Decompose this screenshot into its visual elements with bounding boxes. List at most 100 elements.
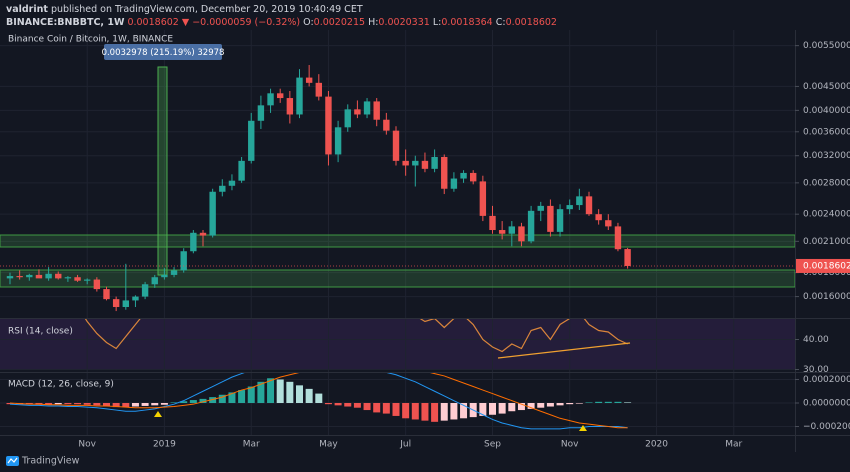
- rsi-line: [84, 319, 628, 353]
- y-tick-label: 0.0032000: [803, 151, 850, 161]
- change: −0.0000059 (−0.32%): [192, 17, 300, 28]
- candle-body: [228, 180, 236, 186]
- y-tick-label: 0.0055000: [803, 41, 850, 51]
- histogram-bar: [151, 403, 159, 406]
- y-tick-label: 0.0021000: [803, 237, 850, 247]
- last-price-badge: [796, 258, 850, 273]
- candle-body: [508, 226, 515, 234]
- histogram-bar: [344, 403, 352, 407]
- logo: [6, 456, 19, 466]
- candle-body: [190, 232, 197, 252]
- rsi-title: RSI (14, close): [8, 327, 73, 337]
- candle-body: [363, 101, 371, 115]
- histogram-bar: [353, 403, 361, 408]
- histogram-bar: [74, 403, 82, 405]
- histogram-bar: [460, 403, 468, 419]
- signal-marker: [579, 425, 587, 431]
- ohlc-label: C:: [496, 17, 506, 28]
- y-tick-label: 0.0045000: [803, 82, 850, 92]
- candle-body: [479, 181, 487, 216]
- histogram-bar: [556, 403, 564, 406]
- down-arrow: ▼: [182, 17, 190, 28]
- x-tick-label: Nov: [78, 440, 96, 450]
- histogram-bar: [411, 403, 419, 420]
- candle-body: [315, 82, 322, 97]
- y-tick-label: 0.0018000: [803, 268, 850, 278]
- candle-body: [605, 220, 612, 227]
- x-tick-label: 2020: [645, 440, 668, 450]
- candle-body: [527, 210, 535, 242]
- histogram-bar: [276, 379, 284, 403]
- histogram-bar: [93, 403, 101, 406]
- zone-band: [0, 234, 796, 248]
- histogram-bar: [604, 401, 612, 403]
- candle-body: [537, 205, 544, 211]
- candle-body: [93, 279, 101, 290]
- candle-body: [122, 300, 129, 308]
- candle-body: [556, 209, 564, 232]
- histogram-bar: [585, 402, 593, 403]
- candle-body: [180, 251, 187, 271]
- histogram-bar: [257, 381, 265, 403]
- symbol: BINANCE:BNBBTC, 1W: [6, 17, 125, 28]
- histogram-bar: [546, 403, 554, 407]
- histogram-bar: [103, 403, 110, 407]
- histogram-bar: [537, 403, 545, 408]
- last-price-label: 0.0018602: [803, 261, 850, 271]
- histogram-bar: [286, 381, 294, 403]
- candle-body: [16, 276, 23, 278]
- candle-body: [55, 273, 62, 279]
- histogram-bar: [131, 403, 139, 407]
- histogram-bar: [64, 403, 72, 405]
- histogram-bar: [595, 401, 603, 403]
- histogram-bar: [305, 388, 313, 403]
- macd-plot: [6, 373, 632, 430]
- histogram-bar: [517, 403, 525, 411]
- y-tick-label: 0.0024000: [803, 210, 850, 220]
- candle-body: [614, 226, 622, 250]
- drawings: [0, 66, 796, 288]
- histogram-bar: [324, 403, 332, 405]
- candle-body: [277, 93, 284, 99]
- candle-body: [103, 289, 110, 300]
- candle-body: [460, 172, 467, 179]
- histogram-bar: [45, 403, 53, 405]
- histogram-bar: [392, 403, 400, 416]
- candle-body: [286, 98, 294, 115]
- ohlc-label: L:: [433, 17, 442, 28]
- macd-line: [9, 373, 628, 430]
- candle-body: [576, 196, 583, 206]
- signal-line: [9, 373, 628, 429]
- candle-body: [248, 120, 255, 161]
- x-tick-label: Jul: [399, 440, 411, 450]
- y-tick-label: 0.0036000: [803, 127, 850, 137]
- candle-body: [431, 156, 438, 169]
- histogram-bar: [112, 403, 120, 408]
- candle-body: [489, 215, 496, 231]
- histogram-bar: [122, 403, 130, 408]
- ohlc-value: 0.0018364: [441, 17, 492, 28]
- histogram-bar: [315, 393, 323, 403]
- drawings-top: [104, 44, 631, 431]
- candle-body: [624, 249, 631, 266]
- y-tick-label: 0.0002000: [803, 375, 850, 385]
- histogram-bar: [218, 394, 226, 403]
- marks: [0, 65, 795, 430]
- signal-marker: [154, 411, 162, 417]
- measure-range: [157, 66, 168, 276]
- candle-body: [402, 160, 409, 166]
- zone-band: [0, 269, 796, 288]
- candle-body: [595, 214, 602, 221]
- histogram-bar: [479, 403, 487, 416]
- author: valdrint: [6, 4, 48, 15]
- histogram-bar: [421, 403, 429, 421]
- histogram-bar: [189, 400, 197, 403]
- ohlc-label: H:: [368, 17, 378, 28]
- candle-body: [354, 109, 361, 115]
- candle-body: [257, 105, 265, 121]
- candle-body: [585, 196, 593, 215]
- candle-body: [64, 277, 72, 279]
- candle-body: [141, 284, 149, 297]
